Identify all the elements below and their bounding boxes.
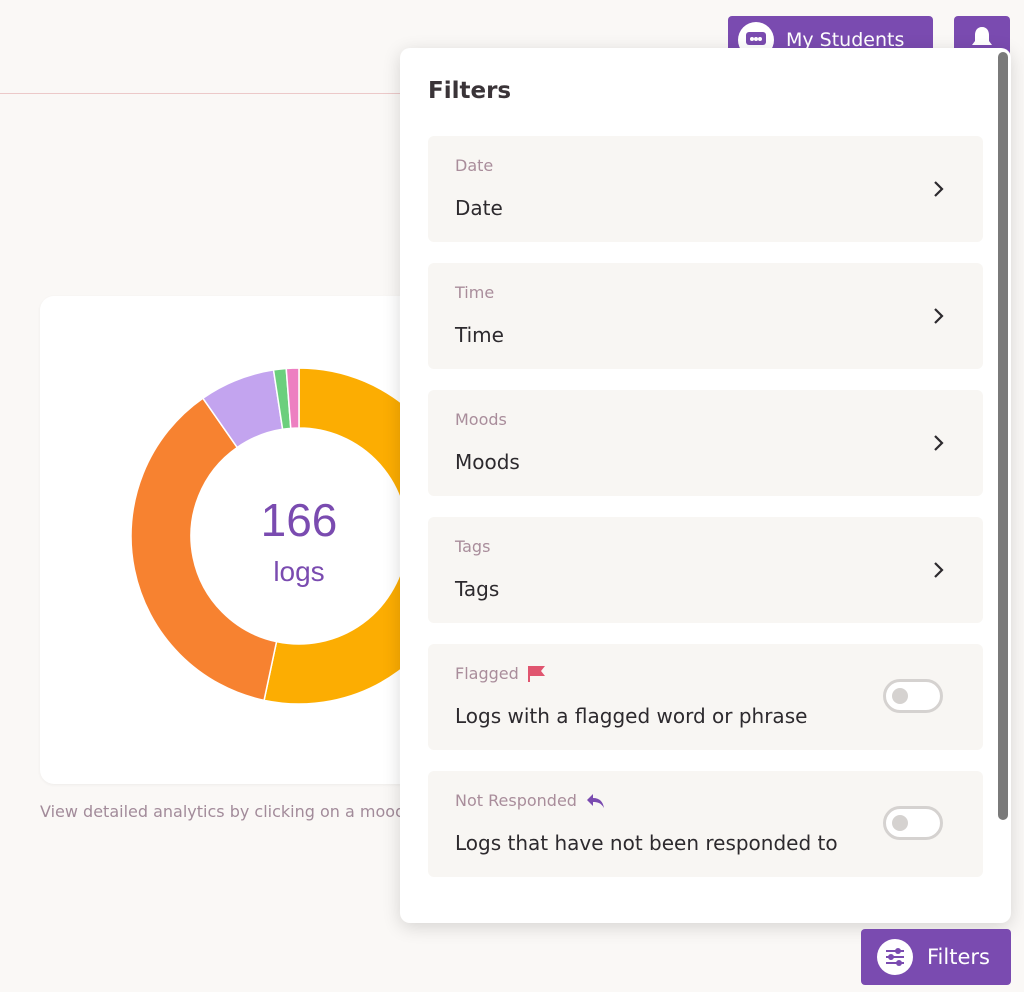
chart-hint: View detailed analytics by clicking on a… — [40, 802, 406, 821]
filter-flagged-value: Logs with a flagged word or phrase — [455, 704, 808, 728]
not-responded-toggle[interactable] — [883, 806, 943, 840]
my-students-label: My Students — [786, 29, 905, 51]
filter-moods-label: Moods — [455, 410, 507, 429]
chevron-right-icon — [934, 181, 944, 197]
filter-time-value: Time — [455, 323, 504, 347]
filter-date-label: Date — [455, 156, 494, 175]
header-divider — [0, 93, 420, 94]
filter-date-value: Date — [455, 196, 503, 220]
total-logs-unit: logs — [273, 556, 324, 587]
donut-slice-4[interactable] — [285, 367, 300, 430]
filter-not-responded-label-group: Not Responded — [455, 791, 607, 810]
filters-panel: Filters Date Date Time Time Moods Moods … — [400, 48, 1011, 923]
flagged-toggle[interactable] — [883, 679, 943, 713]
toggle-knob — [892, 688, 908, 704]
filter-date[interactable]: Date Date — [428, 136, 983, 242]
filter-not-responded-label: Not Responded — [455, 791, 577, 810]
filter-not-responded-value: Logs that have not been responded to — [455, 831, 838, 855]
chevron-right-icon — [934, 562, 944, 578]
sliders-icon — [877, 939, 913, 975]
filters-button[interactable]: Filters — [861, 929, 1011, 985]
chevron-right-icon — [934, 308, 944, 324]
filter-not-responded: Not Responded Logs that have not been re… — [428, 771, 983, 877]
flag-icon — [527, 665, 545, 682]
filter-tags-value: Tags — [455, 577, 500, 601]
filter-time[interactable]: Time Time — [428, 263, 983, 369]
filters-title: Filters — [428, 78, 512, 104]
mood-chart-card: 166 logs — [40, 296, 460, 784]
reply-icon — [586, 793, 604, 808]
filter-moods-value: Moods — [455, 450, 520, 474]
filters-button-label: Filters — [927, 945, 990, 969]
filter-tags[interactable]: Tags Tags — [428, 517, 983, 623]
total-logs-count: 166 — [261, 494, 338, 546]
filter-moods[interactable]: Moods Moods — [428, 390, 983, 496]
chevron-right-icon — [934, 435, 944, 451]
filter-flagged: Flagged Logs with a flagged word or phra… — [428, 644, 983, 750]
donut-slice-1[interactable] — [130, 397, 278, 702]
mood-donut-chart[interactable]: 166 logs — [40, 296, 460, 784]
bell-icon — [970, 25, 994, 55]
filter-flagged-label: Flagged — [455, 664, 519, 683]
filter-time-label: Time — [455, 283, 495, 302]
toggle-knob — [892, 815, 908, 831]
filter-flagged-label-group: Flagged — [455, 664, 547, 683]
filter-tags-label: Tags — [455, 537, 491, 556]
filters-scrollbar[interactable] — [998, 52, 1008, 820]
